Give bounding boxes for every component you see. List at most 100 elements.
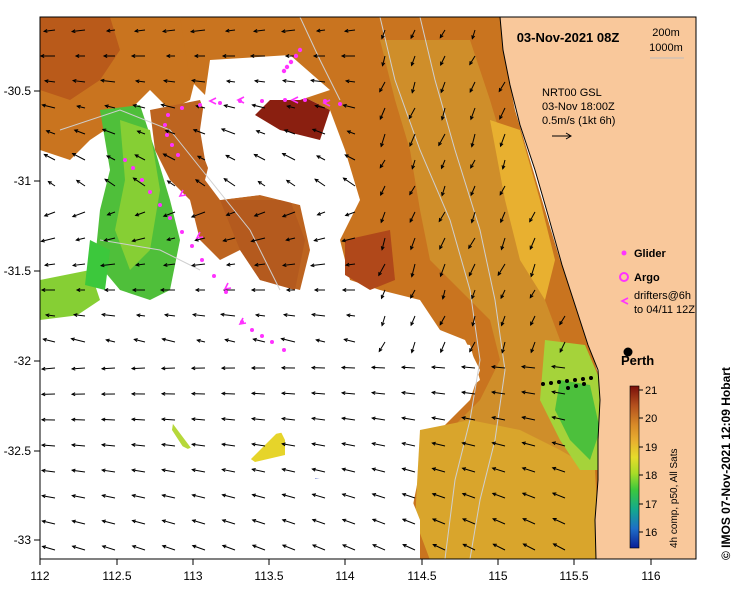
current-arrow-head bbox=[411, 165, 416, 170]
current-arrow-head bbox=[162, 79, 168, 83]
current-arrow-head bbox=[45, 130, 51, 134]
current-arrow-head bbox=[283, 129, 289, 134]
current-arrow-head bbox=[194, 237, 199, 242]
current-arrow bbox=[106, 339, 116, 343]
current-arrow bbox=[162, 519, 176, 525]
current-arrow bbox=[282, 544, 296, 551]
current-arrow bbox=[402, 518, 416, 525]
current-arrow-head bbox=[249, 54, 255, 58]
current-arrow-head bbox=[131, 519, 136, 524]
current-arrow bbox=[380, 211, 386, 223]
current-arrow-head bbox=[131, 544, 137, 549]
current-arrow-head bbox=[224, 28, 230, 33]
current-arrow-head bbox=[71, 78, 77, 83]
current-arrow-head bbox=[71, 213, 77, 218]
current-arrow bbox=[342, 468, 356, 473]
land bbox=[500, 17, 696, 559]
current-arrow bbox=[76, 237, 86, 241]
current-arrow bbox=[163, 29, 176, 32]
current-arrow bbox=[342, 392, 356, 395]
current-arrow bbox=[402, 392, 416, 395]
current-arrow-head bbox=[191, 519, 197, 524]
current-arrow bbox=[311, 79, 326, 83]
colorbar-caption: 4h comp, p50, All Sats bbox=[669, 448, 680, 548]
current-arrow bbox=[381, 315, 386, 326]
current-arrow bbox=[411, 263, 416, 277]
current-arrow bbox=[311, 263, 326, 267]
current-arrow-head bbox=[340, 416, 346, 421]
current-arrow bbox=[438, 133, 446, 146]
current-arrow-head bbox=[100, 417, 106, 422]
current-arrow-head bbox=[70, 392, 76, 397]
current-arrow bbox=[433, 544, 446, 551]
current-arrow bbox=[439, 29, 446, 38]
current-arrow bbox=[76, 179, 86, 187]
current-arrow bbox=[312, 313, 326, 317]
colorbar-tick: 19 bbox=[645, 442, 657, 454]
current-arrow bbox=[462, 417, 476, 421]
current-arrow bbox=[71, 367, 86, 370]
current-arrow bbox=[191, 211, 206, 218]
current-arrow-head bbox=[161, 544, 167, 549]
current-arrow bbox=[432, 467, 446, 473]
current-arrow-head bbox=[310, 312, 316, 317]
current-arrow bbox=[258, 181, 266, 187]
current-arrow bbox=[347, 130, 356, 135]
current-arrow-head bbox=[225, 79, 231, 84]
current-arrow-head bbox=[189, 29, 195, 34]
current-arrow bbox=[472, 315, 476, 326]
current-arrow-head bbox=[497, 271, 502, 277]
current-arrow bbox=[132, 494, 146, 499]
current-arrow-head bbox=[40, 392, 46, 397]
current-arrow-head bbox=[101, 519, 106, 524]
current-arrow-head bbox=[439, 245, 443, 250]
current-arrow bbox=[316, 339, 326, 343]
current-arrow bbox=[41, 444, 56, 447]
current-arrow bbox=[72, 29, 86, 33]
current-arrow-head bbox=[430, 390, 436, 395]
current-arrow bbox=[44, 154, 56, 161]
current-arrow-head bbox=[70, 468, 76, 473]
current-arrow-head bbox=[99, 78, 105, 83]
current-arrow-head bbox=[221, 54, 227, 58]
current-arrow bbox=[343, 177, 356, 187]
current-arrow bbox=[72, 469, 86, 473]
current-arrow-head bbox=[190, 391, 196, 396]
current-arrow-head bbox=[281, 493, 287, 498]
current-arrow-head bbox=[432, 543, 437, 548]
current-arrow-head bbox=[500, 218, 504, 224]
current-arrow bbox=[552, 365, 566, 369]
current-arrow-head bbox=[551, 441, 557, 446]
current-arrow-head bbox=[309, 78, 315, 83]
current-arrow-head bbox=[530, 272, 534, 278]
current-vectors bbox=[40, 28, 566, 551]
current-arrow bbox=[522, 492, 536, 499]
current-arrow-head bbox=[552, 543, 558, 548]
current-arrow-head bbox=[250, 366, 256, 370]
current-arrow bbox=[342, 493, 356, 499]
current-arrow bbox=[102, 520, 116, 525]
current-arrow-head bbox=[104, 178, 109, 183]
current-arrow bbox=[192, 263, 206, 267]
current-arrow-head bbox=[225, 212, 231, 216]
current-note-scale: 0.5m/s (1kt 6h) bbox=[542, 115, 615, 127]
current-arrow-head bbox=[410, 273, 415, 278]
current-arrow bbox=[252, 418, 266, 421]
legend-drifters-2: to 04/11 12Z bbox=[634, 304, 695, 316]
current-arrow-head bbox=[341, 442, 346, 446]
current-arrow bbox=[104, 237, 116, 242]
current-arrow bbox=[256, 130, 266, 135]
current-arrow bbox=[312, 468, 326, 473]
current-arrow-head bbox=[100, 392, 106, 397]
current-arrow bbox=[282, 29, 296, 33]
current-arrow-head bbox=[100, 443, 106, 447]
current-arrow bbox=[314, 237, 326, 242]
current-arrow bbox=[133, 177, 146, 187]
current-arrow bbox=[286, 179, 296, 187]
cloud-mask bbox=[40, 55, 480, 559]
current-note-time: 03-Nov 18:00Z bbox=[542, 101, 615, 113]
current-arrow bbox=[286, 237, 296, 241]
current-arrow-head bbox=[43, 262, 49, 267]
current-arrow-head bbox=[521, 492, 527, 497]
current-arrow-head bbox=[285, 179, 291, 184]
